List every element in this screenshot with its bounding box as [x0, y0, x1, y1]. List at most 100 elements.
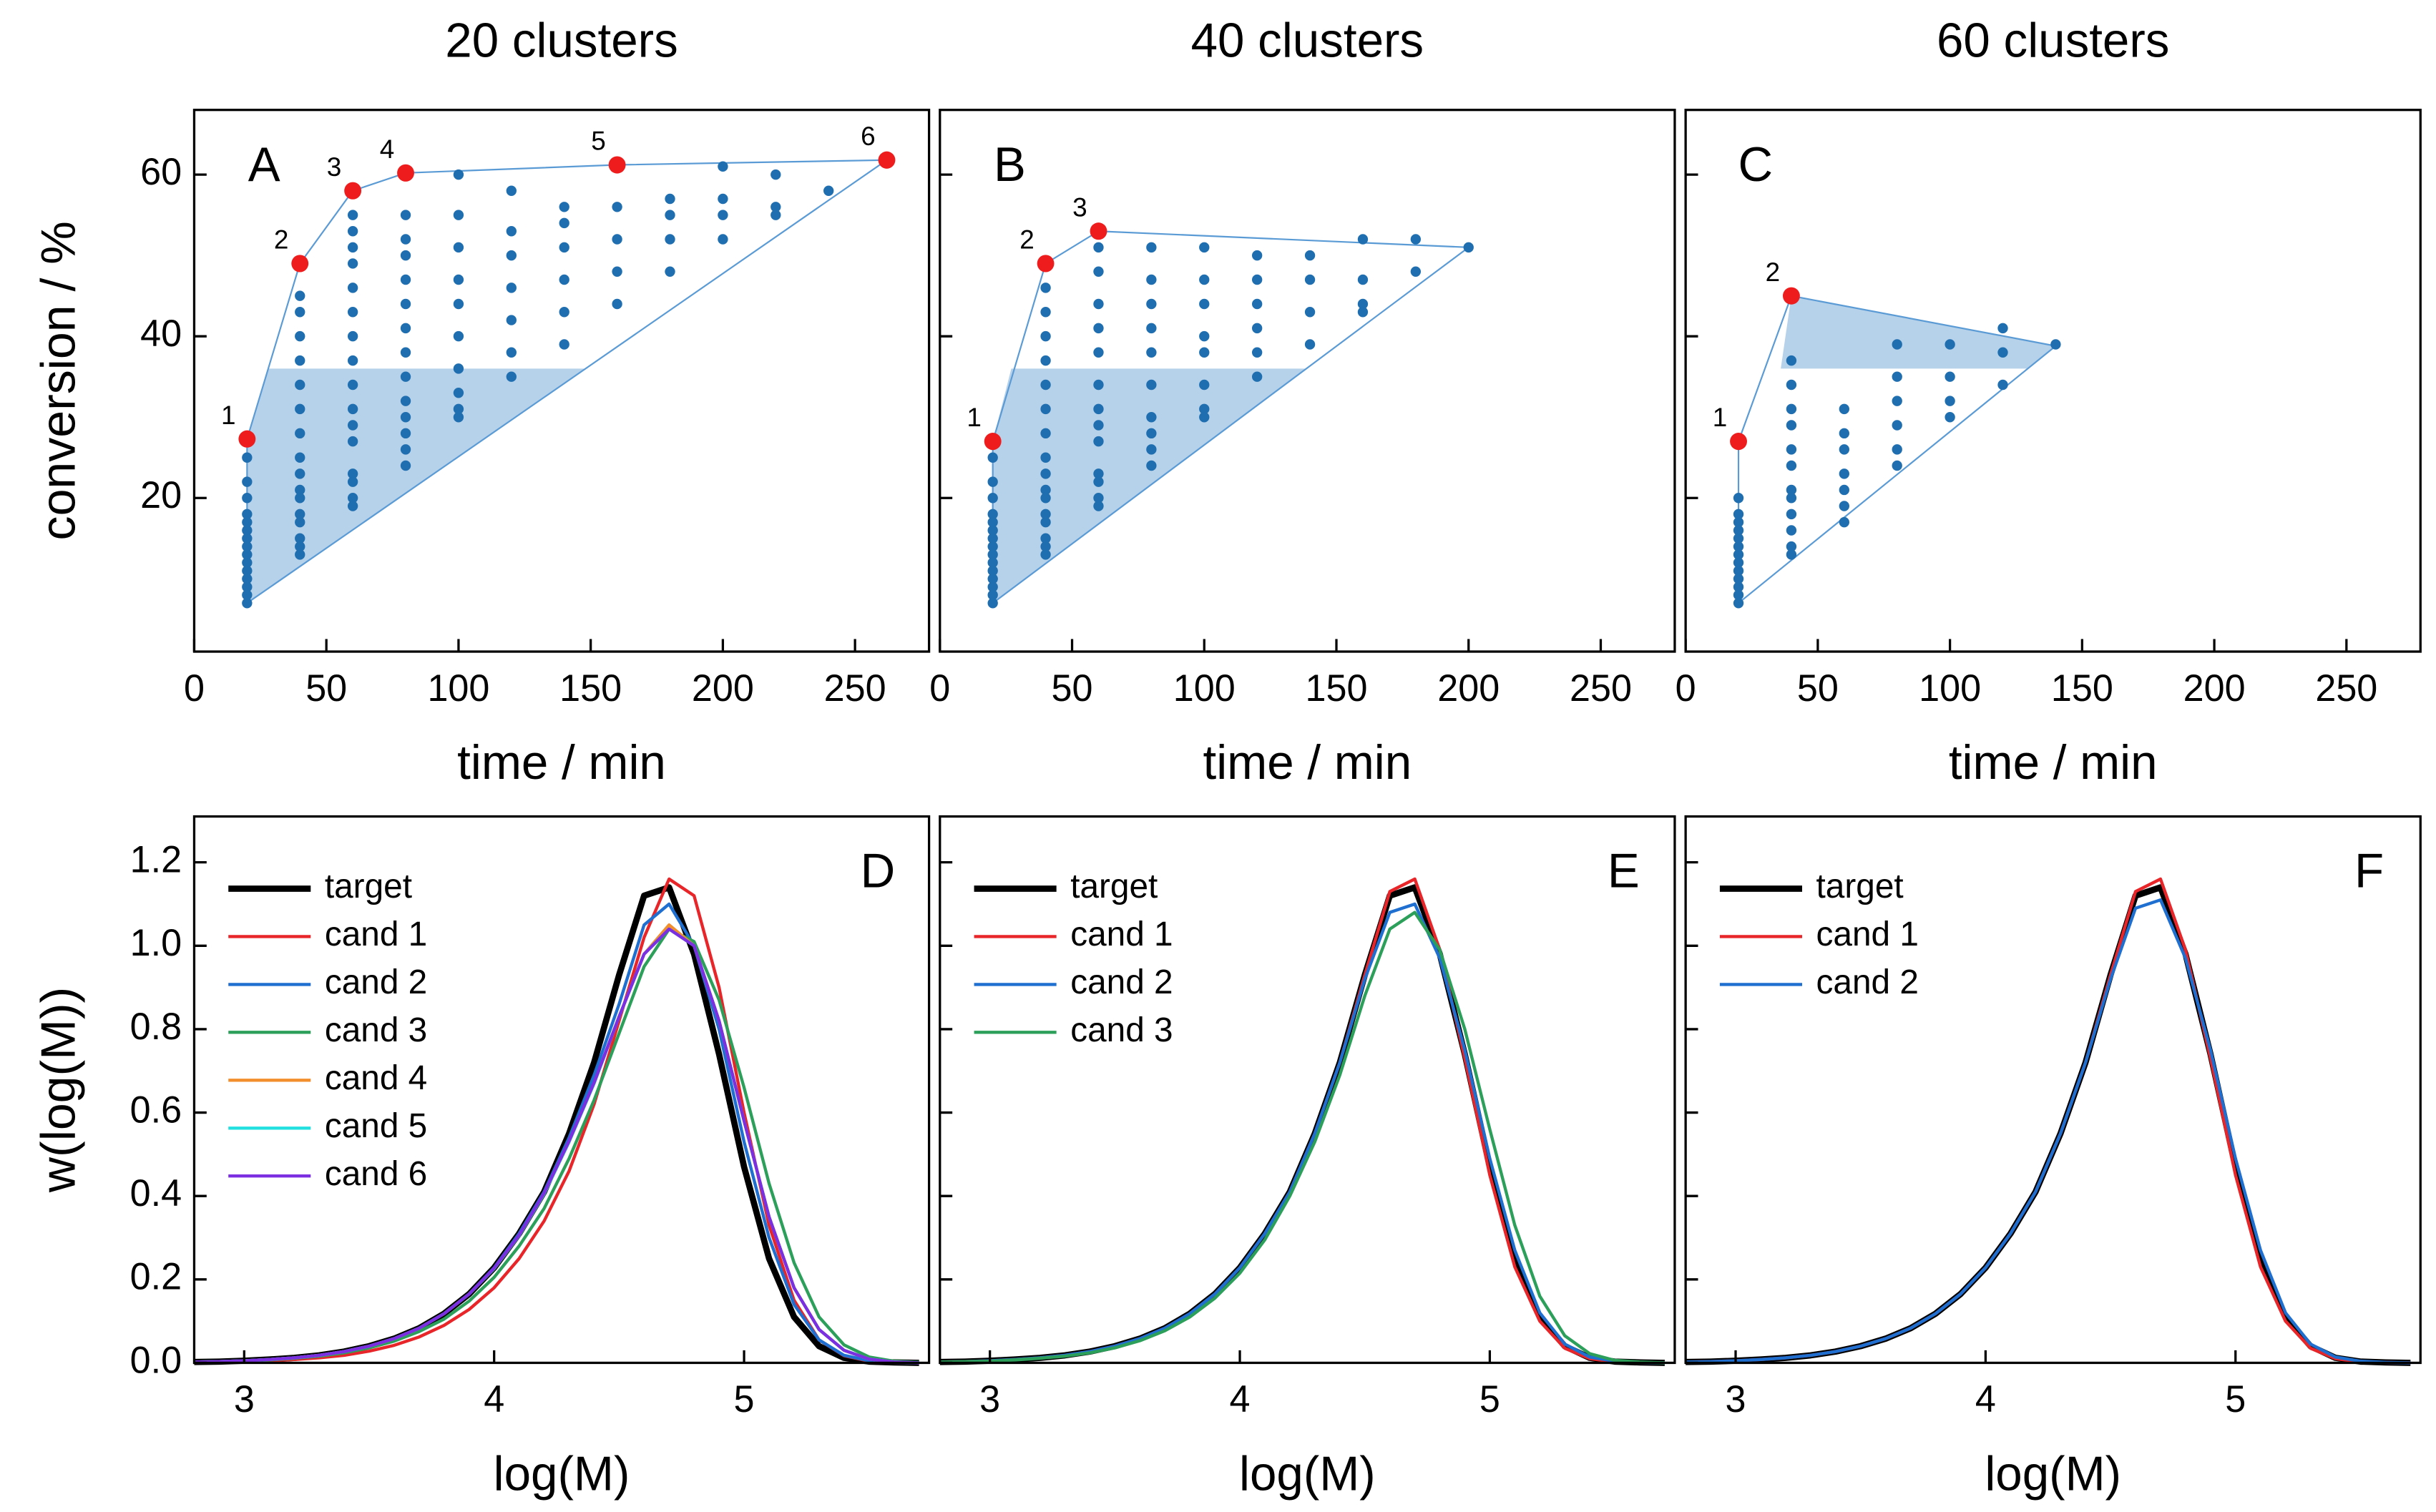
data-point	[1410, 266, 1422, 277]
data-point	[295, 452, 305, 463]
point-label: 1	[967, 402, 982, 432]
highlight-point	[344, 182, 362, 200]
panel-label: C	[1738, 138, 1774, 192]
data-point	[1786, 403, 1797, 415]
data-point	[1786, 484, 1797, 496]
legend-label: cand 1	[325, 915, 427, 953]
data-point	[242, 541, 253, 552]
data-point	[1040, 330, 1051, 342]
data-point	[242, 597, 253, 609]
data-point	[295, 533, 305, 544]
data-point	[295, 355, 305, 366]
x-tick-label: 250	[1570, 668, 1632, 710]
data-point	[506, 250, 517, 261]
x-tick-label: 4	[484, 1379, 504, 1420]
x-axis-label: time / min	[457, 736, 666, 790]
plot-frame	[1684, 815, 2422, 1365]
legend-label: cand 2	[1070, 963, 1173, 1001]
x-tick-label: 3	[1726, 1379, 1746, 1420]
data-point	[1839, 468, 1849, 479]
data-point	[506, 225, 517, 237]
data-point	[347, 493, 358, 504]
series-line	[194, 877, 919, 1365]
data-point	[1040, 549, 1051, 560]
x-axis-label: log(M)	[494, 1447, 630, 1501]
data-point	[987, 476, 998, 487]
data-point	[347, 225, 358, 237]
y-tick-label: 0.2	[130, 1256, 182, 1297]
data-point	[506, 371, 517, 382]
data-point	[1199, 274, 1210, 285]
data-point	[1997, 323, 2008, 334]
point-label: 4	[380, 134, 395, 164]
data-point	[453, 169, 464, 180]
data-point	[453, 363, 464, 374]
panel-label: B	[994, 138, 1026, 192]
data-point	[400, 411, 411, 423]
x-tick-label: 0	[929, 668, 950, 710]
data-point	[1040, 509, 1051, 520]
data-point	[242, 516, 253, 528]
point-label: 5	[591, 125, 606, 155]
x-tick-label: 50	[1797, 668, 1839, 710]
data-point	[1410, 234, 1422, 245]
data-point	[1093, 379, 1104, 391]
data-point	[1040, 484, 1051, 496]
data-point	[1839, 428, 1849, 439]
data-point	[242, 525, 253, 536]
point-label: 1	[221, 400, 236, 430]
data-point	[1199, 411, 1210, 423]
data-point	[1839, 484, 1849, 496]
panel-label: F	[2354, 844, 2384, 898]
x-tick-label: 5	[734, 1379, 755, 1420]
data-point	[400, 460, 411, 471]
data-point	[1093, 420, 1104, 431]
data-point	[1093, 298, 1104, 310]
data-point	[1357, 307, 1369, 318]
x-tick-label: 150	[1306, 668, 1368, 710]
data-point	[1093, 323, 1104, 334]
data-point	[1199, 242, 1210, 253]
data-point	[242, 557, 253, 568]
x-tick-label: 0	[1676, 668, 1696, 710]
data-point	[559, 274, 569, 285]
data-point	[347, 436, 358, 447]
data-point	[987, 541, 998, 552]
data-point	[987, 525, 998, 536]
data-point	[1093, 476, 1104, 487]
data-point	[347, 330, 358, 342]
data-point	[771, 202, 781, 212]
data-point	[1997, 379, 2008, 391]
data-point	[1040, 493, 1051, 504]
data-point	[1040, 379, 1051, 391]
data-point	[1146, 274, 1157, 285]
data-point	[506, 185, 517, 196]
data-point	[1093, 347, 1104, 358]
x-tick-label: 200	[1437, 668, 1500, 710]
point-label: 3	[1072, 192, 1087, 222]
data-point	[612, 266, 622, 277]
data-point	[2050, 339, 2061, 350]
highlight-point	[238, 430, 256, 448]
data-point	[1786, 355, 1797, 366]
data-point	[1733, 549, 1744, 560]
data-point	[1786, 460, 1797, 471]
data-point	[1040, 403, 1051, 415]
data-point	[295, 516, 305, 528]
x-axis-label: log(M)	[1239, 1447, 1376, 1501]
point-label: 3	[327, 152, 342, 182]
data-point	[987, 516, 998, 528]
y-tick-label: 0.8	[130, 1006, 182, 1048]
data-point	[559, 217, 569, 229]
data-point	[771, 169, 781, 180]
data-point	[1199, 330, 1210, 342]
series-line	[194, 902, 919, 1365]
data-point	[242, 509, 253, 520]
x-tick-label: 5	[1479, 1379, 1500, 1420]
panel-label: A	[248, 138, 280, 192]
hull-outline	[992, 230, 1471, 605]
data-point	[400, 396, 411, 406]
highlight-point	[1730, 433, 1747, 451]
data-point	[1839, 501, 1849, 511]
